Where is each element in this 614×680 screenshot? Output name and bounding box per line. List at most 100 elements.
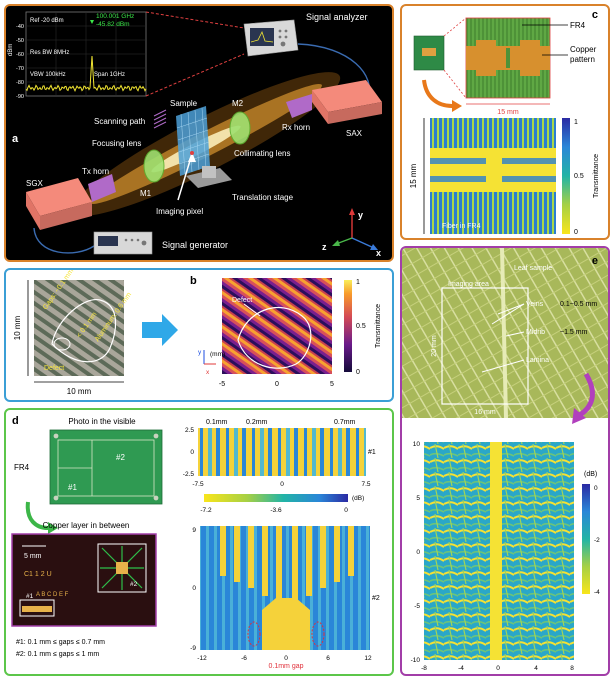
colorbar <box>582 484 590 594</box>
scale-width: 15 mm <box>497 109 519 116</box>
y-tick: 10 <box>413 441 421 448</box>
midrib-label: Midrib <box>526 329 545 336</box>
panel-d: d Photo in the visible FR4 #2 #1 Copper … <box>4 408 394 676</box>
cb-tick: 0.5 <box>574 173 584 180</box>
sample-label: Sample <box>170 99 198 108</box>
y-tick: -80 <box>16 80 24 86</box>
panel-b-svg: Gaps: ~0.1 mm < 0.1 mm Aluminum: 0.6 mm … <box>13 270 382 396</box>
cb-tick: 0 <box>344 507 348 514</box>
y-tick: 0 <box>192 585 196 592</box>
panel-c: c 15 mm FR4 Copper pattern Fiber in FR4 … <box>400 4 610 240</box>
m2-lens <box>229 111 251 145</box>
colorbar <box>344 280 352 372</box>
annotation-0-7mm: 0.7mm <box>334 419 356 426</box>
arrow-icon <box>452 100 462 112</box>
axis-z-label: z <box>322 242 327 252</box>
setup-diagram: 100.001 GHz -45.82 dBm Ref -20 dBm Res B… <box>8 11 382 258</box>
rx-horn-icon <box>286 94 312 118</box>
x-tick: -7.5 <box>192 481 204 488</box>
x-tick: 0 <box>284 655 288 662</box>
colorbar <box>562 118 570 234</box>
cb-unit: (dB) <box>584 471 597 478</box>
panel-d-label: d <box>12 415 19 427</box>
signal-analyzer-label: Signal analyzer <box>306 12 368 22</box>
transmittance-map <box>222 278 332 374</box>
cb-tick: -3.6 <box>270 507 282 514</box>
x-tick: 5 <box>330 381 334 388</box>
y-unit: dBm <box>8 44 14 56</box>
sample-plate <box>176 106 210 176</box>
tx-horn-label: Tx horn <box>82 167 109 176</box>
region-2-label: #2 <box>116 453 125 462</box>
gap-annotation: 0.1mm gap <box>268 663 303 670</box>
span: Span 1GHz <box>94 72 125 78</box>
y-tick: -2.5 <box>183 471 195 478</box>
signal-analyzer-instrument <box>243 19 299 57</box>
cb-tick: -4 <box>594 589 600 596</box>
scanning-path-label: Scanning path <box>94 117 145 126</box>
panel-d-svg: d Photo in the visible FR4 #2 #1 Copper … <box>11 415 380 670</box>
region-1-map-label: #1 <box>368 449 376 456</box>
m1-label: M1 <box>140 189 152 198</box>
scanning-path-icon <box>153 109 167 129</box>
axis-x-label: x <box>376 248 381 258</box>
spectrum-display: 100.001 GHz -45.82 dBm Ref -20 dBm Res B… <box>8 11 147 100</box>
y-tick: -9 <box>190 645 196 652</box>
note-2: #2: 0.1 mm ≤ gaps ≤ 1 mm <box>16 651 99 658</box>
y-tick: -90 <box>16 94 24 100</box>
cb-tick: -2 <box>594 537 600 544</box>
panel-c-svg: c 15 mm FR4 Copper pattern Fiber in FR4 … <box>409 9 600 236</box>
y-tick: -70 <box>16 66 24 72</box>
y-tick: -50 <box>16 38 24 44</box>
annotation-0-1mm: 0.1mm <box>206 419 228 426</box>
y-tick: -10 <box>411 657 421 664</box>
x-tick: -4 <box>458 665 464 672</box>
x-tick: -12 <box>197 655 207 662</box>
scale-width: 10 mm <box>67 387 92 396</box>
cb-tick: 1 <box>356 279 360 286</box>
visible-photo <box>49 429 163 505</box>
y-tick: -5 <box>414 603 420 610</box>
arrow-icon <box>572 408 586 424</box>
scale-bar: 5 mm <box>24 553 42 560</box>
x-tick: 12 <box>364 655 372 662</box>
region-2-map-label: #2 <box>372 595 380 602</box>
colorbar-title: Transmittance <box>593 154 600 198</box>
m1-lens <box>143 149 165 183</box>
midrib-size: ~1.5 mm <box>560 329 588 336</box>
cb-tick: -7.2 <box>200 507 212 514</box>
sax-module <box>312 80 382 124</box>
cb-tick: 0 <box>574 229 578 236</box>
panel-b: Gaps: ~0.1 mm < 0.1 mm Aluminum: 0.6 mm … <box>4 268 394 402</box>
y-tick: -60 <box>16 52 24 58</box>
magnifier-outline <box>51 299 117 363</box>
tx-horn-icon <box>88 174 116 202</box>
imaging-area-box <box>441 287 529 405</box>
y-tick: -40 <box>16 24 24 30</box>
arrow-icon <box>142 314 178 346</box>
marker-freq: 100.001 GHz <box>96 13 134 20</box>
lamina-label: Lamina <box>526 357 549 364</box>
res-bw: Res BW 8MHz <box>30 50 69 56</box>
panel-b-label: b <box>190 275 197 287</box>
top-map <box>198 428 366 476</box>
axis-y-label: y <box>358 210 363 220</box>
panel-a: 100.001 GHz -45.82 dBm Ref -20 dBm Res B… <box>4 4 394 262</box>
fr4-label: FR4 <box>14 463 30 472</box>
x-tick: -8 <box>421 665 427 672</box>
marker-icon <box>90 20 94 24</box>
gap-row: A B C D E F <box>36 592 69 598</box>
x-tick: 0 <box>496 665 500 672</box>
arrow-icon <box>48 522 58 534</box>
y-tick: 5 <box>416 495 420 502</box>
colorbar <box>204 494 348 502</box>
scale-height: 20 mm <box>431 335 438 357</box>
veins-size: 0.1~0.5 mm <box>560 301 597 308</box>
axis-x: x <box>206 369 210 376</box>
x-tick: -5 <box>219 381 225 388</box>
cb-tick: 1 <box>574 119 578 126</box>
axes-icon <box>332 208 378 250</box>
signal-generator-instrument <box>93 231 153 255</box>
panel-c-label: c <box>592 9 598 21</box>
copper-label-1: Copper <box>570 45 597 54</box>
